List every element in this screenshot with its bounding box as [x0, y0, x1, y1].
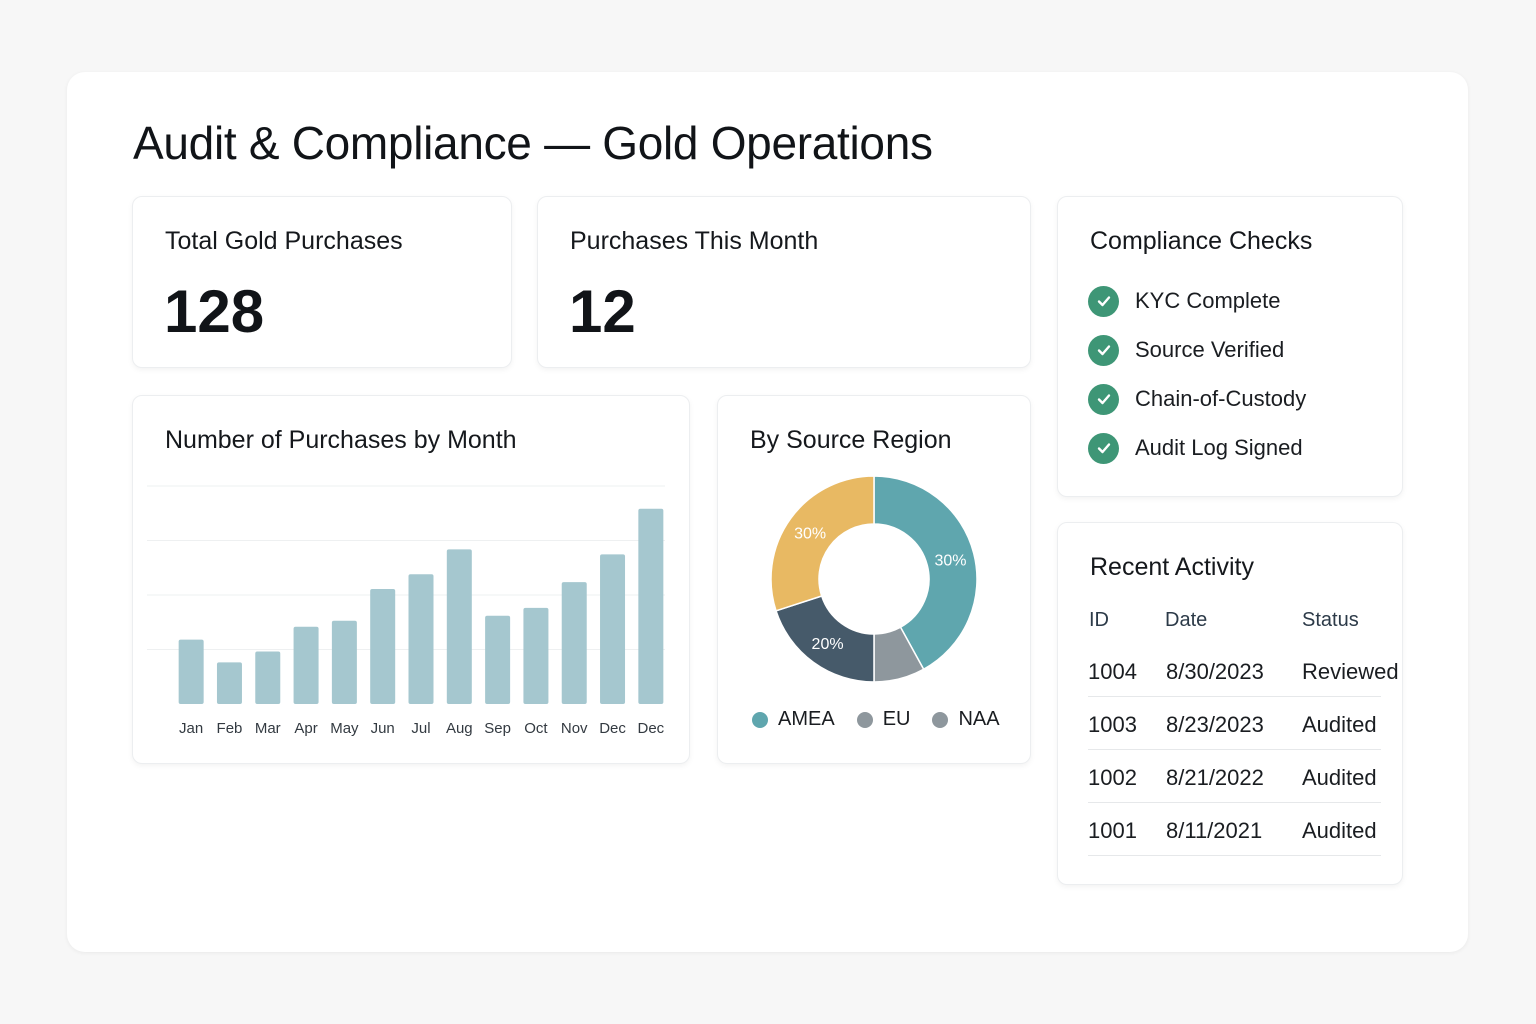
legend-dot-icon [752, 711, 768, 728]
check-circle-icon [1088, 285, 1119, 317]
chart-title: By Source Region [750, 426, 952, 454]
compliance-check-label: Audit Log Signed [1135, 435, 1303, 460]
cell-date: 8/23/2023 [1166, 712, 1264, 737]
cell-date: 8/21/2022 [1166, 765, 1264, 790]
x-tick-label: Oct [524, 720, 548, 737]
compliance-check-item: Chain-of-Custody [1088, 383, 1306, 415]
page-title: Audit & Compliance — Gold Operations [133, 117, 933, 169]
x-tick-label: Sep [484, 720, 511, 737]
x-tick-label: Mar [255, 720, 281, 737]
bar [370, 589, 396, 704]
compliance-check-label: Chain-of-Custody [1135, 386, 1307, 411]
bar [293, 626, 319, 704]
cell-date: 8/11/2021 [1166, 818, 1263, 843]
legend-dot-icon [932, 711, 949, 728]
compliance-checks-card: Compliance Checks KYC Complete Source Ver… [1057, 196, 1403, 497]
x-tick-label: Dec [638, 720, 665, 737]
donut-slice [873, 475, 978, 671]
table-row[interactable]: 1001 8/11/2021 Audited [1088, 804, 1381, 856]
bar [523, 607, 549, 704]
x-tick-label: Jan [179, 720, 203, 737]
cell-status: Reviewed [1302, 659, 1399, 684]
bar [178, 639, 204, 704]
column-header-status: Status [1302, 609, 1359, 631]
bar [446, 549, 472, 704]
cell-id: 1001 [1088, 818, 1137, 843]
donut-slice [770, 475, 875, 612]
bar [255, 651, 281, 704]
cell-id: 1002 [1088, 765, 1137, 790]
kpi-value: 128 [164, 278, 265, 345]
compliance-check-item: KYC Complete [1088, 285, 1281, 317]
bar [408, 574, 434, 704]
legend-label: AMEA [778, 708, 835, 730]
compliance-check-item: Audit Log Signed [1088, 432, 1303, 464]
x-tick-label: Aug [446, 720, 473, 737]
source-region-card: By Source Region 30% 20% 30% AMEA EU NAA [717, 395, 1031, 764]
table-row[interactable]: 1002 8/21/2022 Audited [1088, 751, 1381, 803]
legend-label: NAA [958, 708, 1000, 730]
x-tick-label: Feb [217, 720, 243, 737]
bar [485, 615, 511, 704]
donut-chart: 30% 20% 30% [770, 475, 978, 683]
bar [331, 620, 357, 704]
legend-item: AMEA [752, 708, 835, 731]
bar [638, 508, 664, 704]
kpi-card-purchases-this-month: Purchases This Month 12 [537, 196, 1031, 368]
x-tick-label: Jun [371, 720, 395, 737]
check-circle-icon [1088, 432, 1119, 464]
x-tick-label: Dec [599, 720, 626, 737]
recent-activity-card: Recent Activity ID Date Status 1004 8/30/… [1057, 522, 1403, 885]
purchases-by-month-card: Number of Purchases by Month Jan Feb Mar Ap… [132, 395, 690, 764]
table-row[interactable]: 1004 8/30/2023 Reviewed [1088, 645, 1399, 697]
cell-status: Audited [1302, 712, 1377, 737]
check-circle-icon [1088, 334, 1119, 366]
cell-id: 1003 [1088, 712, 1137, 737]
kpi-value: 12 [569, 278, 636, 345]
check-circle-icon [1088, 383, 1119, 415]
compliance-check-label: Source Verified [1135, 337, 1285, 362]
compliance-check-label: KYC Complete [1135, 288, 1281, 313]
legend-item: EU [856, 708, 911, 731]
legend-label: EU [882, 708, 911, 730]
cell-status: Audited [1302, 765, 1377, 790]
x-tick-label: Apr [294, 720, 317, 737]
chart-title: Number of Purchases by Month [165, 426, 517, 454]
chart-legend: AMEA EU NAA [752, 708, 1022, 731]
slice-label: 30% [935, 552, 967, 569]
legend-item: NAA [932, 708, 1000, 731]
x-tick-label: May [330, 720, 359, 737]
slice-label: 20% [812, 636, 844, 653]
compliance-check-item: Source Verified [1088, 334, 1284, 366]
kpi-card-total-purchases: Total Gold Purchases 128 [132, 196, 512, 368]
bar [216, 662, 242, 704]
bar [561, 582, 587, 704]
x-tick-label: Jul [411, 720, 430, 737]
column-header-date: Date [1165, 609, 1208, 631]
kpi-label: Total Gold Purchases [165, 227, 403, 255]
bar-chart: Jan Feb Mar Apr May Jun Jul Aug Sep Oct Nov Dec Dec [147, 485, 665, 737]
card-title: Compliance Checks [1090, 227, 1313, 255]
table-row[interactable]: 1003 8/23/2023 Audited [1088, 698, 1381, 750]
cell-status: Audited [1302, 818, 1377, 843]
slice-label: 30% [794, 526, 826, 543]
column-header-id: ID [1089, 609, 1109, 631]
x-tick-label: Nov [561, 720, 588, 737]
kpi-label: Purchases This Month [570, 227, 819, 255]
cell-id: 1004 [1088, 659, 1137, 684]
cell-date: 8/30/2023 [1166, 659, 1264, 684]
legend-dot-icon [856, 711, 873, 728]
card-title: Recent Activity [1090, 553, 1254, 581]
bar [600, 554, 626, 704]
